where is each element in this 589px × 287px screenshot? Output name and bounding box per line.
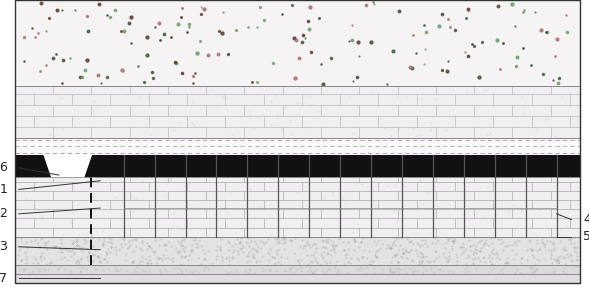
Bar: [15, 155, 580, 177]
Bar: [15, 86, 580, 138]
Bar: [15, 274, 580, 283]
Bar: [15, 237, 580, 265]
Bar: [15, 177, 580, 237]
Bar: [15, 155, 580, 177]
Bar: [15, 177, 580, 237]
Text: 6: 6: [0, 161, 7, 174]
Text: 7: 7: [0, 272, 7, 285]
Polygon shape: [44, 155, 91, 177]
Bar: [15, 0, 580, 86]
Text: 2: 2: [0, 207, 7, 220]
Text: 1: 1: [0, 183, 7, 196]
Text: 3: 3: [0, 240, 7, 253]
Bar: [15, 265, 580, 274]
Bar: [15, 138, 580, 155]
Bar: [15, 86, 580, 138]
Text: 4: 4: [583, 213, 589, 226]
Text: 5: 5: [583, 230, 589, 243]
